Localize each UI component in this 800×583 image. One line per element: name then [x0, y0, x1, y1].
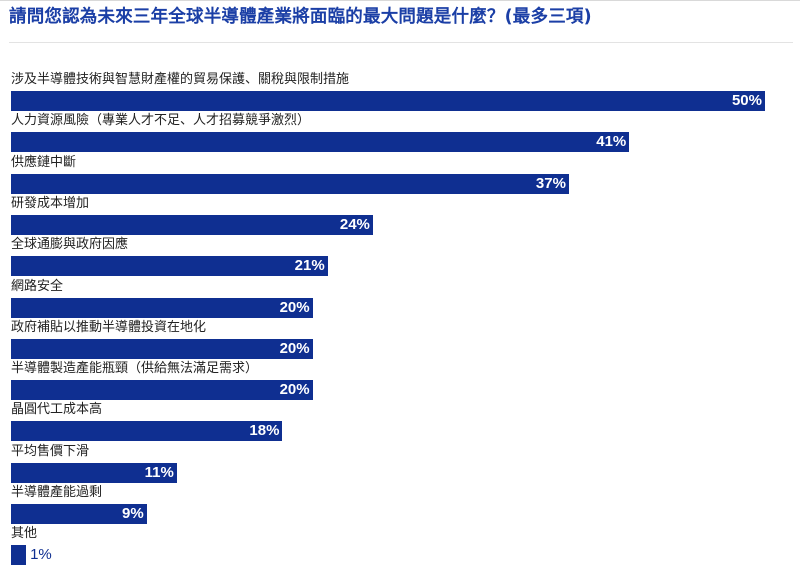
value-label: 41%	[596, 133, 627, 151]
category-label: 研發成本增加	[11, 195, 90, 211]
value-label: 20%	[279, 339, 310, 357]
bar: 24%	[11, 214, 373, 235]
bar: 20%	[11, 338, 313, 359]
value-label: 20%	[279, 298, 310, 316]
bar: 11%	[11, 462, 177, 483]
bar: 9%	[11, 504, 147, 524]
value-label: 37%	[535, 174, 566, 192]
category-label: 全球通膨與政府因應	[11, 237, 129, 253]
category-label: 網路安全	[11, 278, 64, 294]
value-label: 24%	[339, 215, 370, 233]
category-label: 涉及半導體技術與智慧財產權的貿易保護、關稅與限制措施	[11, 72, 350, 87]
bar: 37%	[11, 173, 569, 194]
category-label: 平均售價下滑	[11, 443, 90, 459]
chart-title: 請問您認為未來三年全球半導體產業將面臨的最大問題是什麼？(最多三項)	[9, 7, 592, 27]
category-label: 政府補貼以推動半導體投資在地化	[11, 319, 207, 335]
category-label: 供應鏈中斷	[11, 154, 77, 170]
bar: 20%	[11, 380, 313, 401]
bar: 41%	[11, 132, 630, 153]
value-label: 20%	[279, 381, 310, 399]
category-label: 半導體製造產能瓶頸（供給無法滿足需求）	[11, 361, 259, 377]
bar: 20%	[11, 297, 313, 318]
category-label: 其他	[11, 526, 38, 542]
bar: 18%	[11, 421, 283, 442]
category-label: 人力資源風險（專業人才不足、人才招募競爭激烈）	[11, 113, 311, 129]
value-label: 50%	[731, 92, 762, 109]
value-label: 11%	[144, 463, 174, 481]
bar: 21%	[11, 256, 328, 277]
value-label: 9%	[122, 505, 144, 522]
category-label: 半導體產能過剩	[11, 485, 103, 500]
value-label: 1%	[30, 546, 52, 564]
bar	[11, 545, 27, 566]
bar: 50%	[11, 91, 765, 111]
value-label: 18%	[249, 422, 280, 440]
title-divider	[9, 42, 793, 43]
value-label: 21%	[294, 257, 325, 275]
category-label: 晶圓代工成本高	[11, 402, 103, 418]
